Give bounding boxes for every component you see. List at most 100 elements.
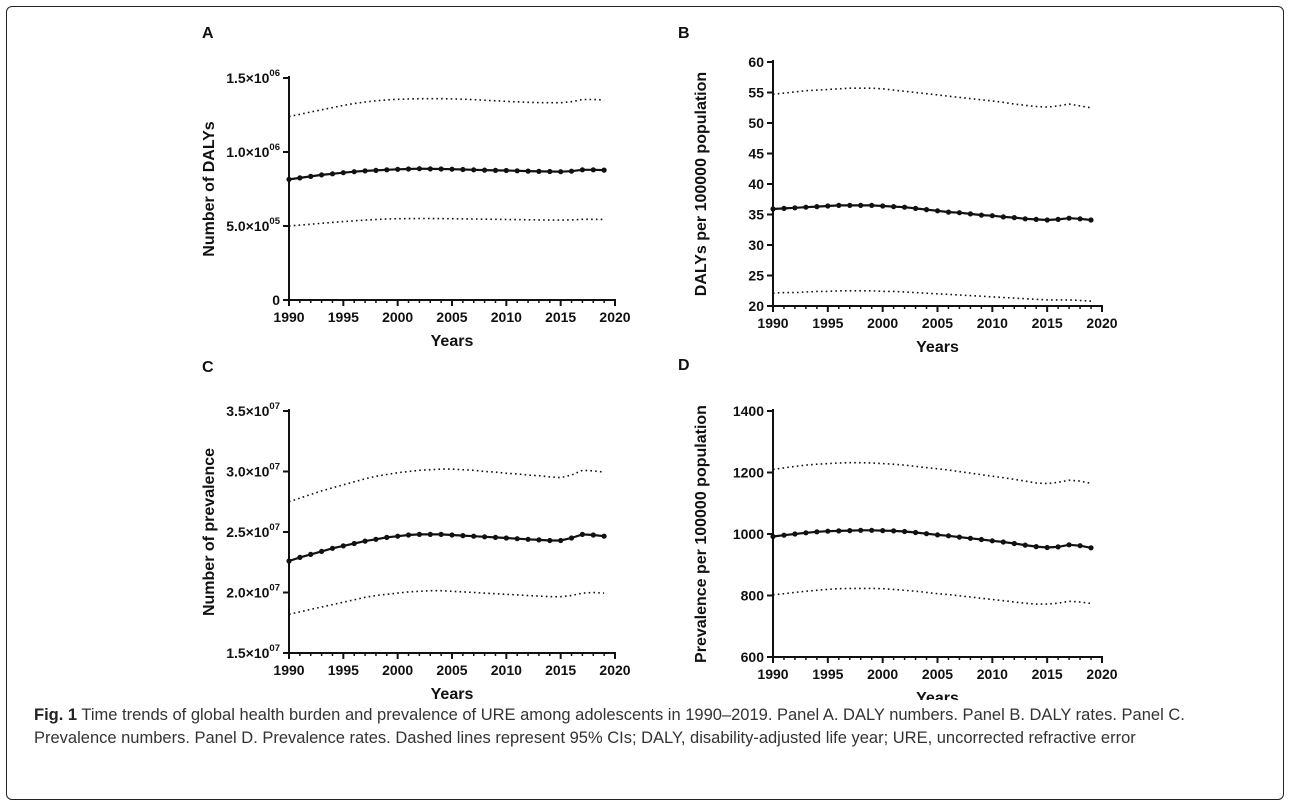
caption-text: Time trends of global health burden and … [34, 706, 1185, 747]
panel-a-y-axis-title: Number of DALYs [201, 121, 218, 257]
panel-a-letter: A [202, 25, 214, 42]
x-tick-label: 2015 [545, 662, 576, 678]
figure-caption: Fig. 1 Time trends of global health burd… [34, 704, 1264, 750]
panel-a-data-point [405, 166, 412, 172]
panel-d-ci-lower-line [772, 587, 1092, 605]
panel-a-data-point [340, 170, 346, 176]
panel-b-data-point [1011, 215, 1017, 221]
panel-b-data-point [792, 205, 798, 211]
panel-c: C 1990 1995 2000 2005 2010 2015 2020 1.5×1007 2.0… [201, 359, 631, 700]
x-tick-label: 2000 [867, 666, 898, 682]
panel-b-data-point [825, 203, 831, 209]
y-tick-label: 1.5×1006 [226, 68, 280, 86]
panel-b-data-point [1077, 216, 1083, 222]
y-tick-label: 50 [748, 115, 764, 131]
panel-d-data-point [1066, 542, 1072, 548]
caption-label: Fig. 1 [34, 706, 78, 724]
panel-b-data-point [891, 204, 897, 210]
panel-d-data-point [902, 528, 908, 535]
panel-a-data-point [297, 175, 303, 181]
panel-b-estimate-line [772, 204, 1092, 222]
y-tick-label: 3.0×1007 [226, 462, 280, 480]
panel-b-data-point [847, 202, 853, 208]
x-tick-label: 2000 [867, 315, 898, 331]
x-tick-label: 1995 [812, 315, 843, 331]
panel-d-data-point [978, 536, 985, 543]
panel-a-data-point [319, 172, 325, 178]
panel-a-data-point [416, 166, 422, 172]
panel-c-data-point [547, 537, 553, 544]
panel-a-data-point [547, 168, 553, 175]
panel-c-data-point [362, 538, 368, 544]
panel-d-ci-upper-line [772, 461, 1092, 485]
panel-a-data-point [492, 167, 499, 173]
figure-frame [6, 6, 1284, 800]
x-tick-label: 2020 [1086, 666, 1117, 682]
panel-b-data-point [880, 203, 886, 209]
panel-c-data-point [405, 532, 412, 538]
x-tick-label: 2005 [436, 662, 467, 678]
panel-d-data-point [1011, 540, 1017, 547]
panel-d-data-point [825, 528, 831, 534]
x-tick-label: 2005 [922, 666, 953, 682]
panel-a-estimate-line [288, 167, 605, 181]
panel-c-data-point [482, 534, 488, 540]
panel-d-data-point [803, 530, 809, 536]
y-tick-label: 5.0×1005 [226, 216, 281, 234]
panel-c-data-point [351, 540, 357, 547]
panel-b-data-point [1066, 215, 1072, 221]
panel-d-data-point [923, 531, 930, 537]
panel-c-data-point [514, 536, 520, 542]
x-tick-label: 1990 [757, 315, 788, 331]
panel-c-data-point [427, 531, 433, 538]
panel-b-data-point [956, 210, 963, 216]
panel-a-data-point [438, 166, 444, 172]
y-tick-label: 1200 [733, 465, 764, 481]
panel-d-data-point [934, 532, 941, 538]
panel-b-data-point [902, 204, 908, 210]
panel-a-data-point [482, 167, 488, 173]
panel-b-x-axis-title: Years [916, 339, 959, 356]
panel-d-data-point [1055, 544, 1061, 550]
x-tick-label: 2015 [1032, 315, 1063, 331]
panel-b-letter: B [678, 25, 690, 42]
panel-a-x-axis-title: Years [431, 333, 474, 350]
panel-b-data-point [858, 202, 864, 208]
y-tick-label: 1.0×1006 [226, 142, 280, 160]
panel-d-data-point [1022, 542, 1028, 548]
panel-a-ci-lower-line [288, 217, 605, 227]
panel-d-data-point [1033, 544, 1039, 550]
panel-d-data-point [770, 533, 776, 540]
panel-a-data-point [471, 167, 477, 173]
panel-c-data-point [601, 533, 607, 539]
panel-a-data-point [536, 168, 542, 174]
x-tick-label: 1990 [273, 309, 304, 325]
x-tick-label: 1990 [757, 666, 788, 682]
panel-a-data-point [514, 168, 520, 174]
x-tick-label: 2010 [491, 662, 522, 678]
panel-d-data-point [967, 535, 974, 541]
panel-d-letter: D [678, 357, 690, 374]
y-tick-label: 600 [741, 649, 765, 665]
panel-b-data-point [1055, 216, 1061, 222]
panel-a-data-point [558, 169, 564, 175]
panel-b-data-point [803, 204, 809, 210]
x-tick-label: 2000 [382, 309, 413, 325]
panel-d-data-point [847, 528, 853, 534]
panel-a-data-point [503, 167, 509, 174]
panel-c-data-point [471, 533, 477, 539]
panel-c-data-point [579, 531, 586, 538]
panel-d-x-axis-title: Years [916, 690, 959, 700]
panel-a-data-point [525, 168, 531, 174]
y-tick-label: 55 [748, 85, 764, 101]
y-tick-label: 45 [748, 146, 764, 162]
panel-c-data-point [329, 545, 336, 551]
panel-b-data-point [1022, 216, 1028, 222]
panel-d-data-point [1077, 543, 1083, 549]
y-tick-label: 800 [741, 588, 765, 604]
panel-b-data-point [967, 211, 974, 217]
y-tick-label: 25 [748, 268, 764, 284]
panel-a-data-point [395, 166, 401, 172]
panel-b-data-point [869, 202, 875, 208]
panel-d-data-point [836, 528, 842, 534]
